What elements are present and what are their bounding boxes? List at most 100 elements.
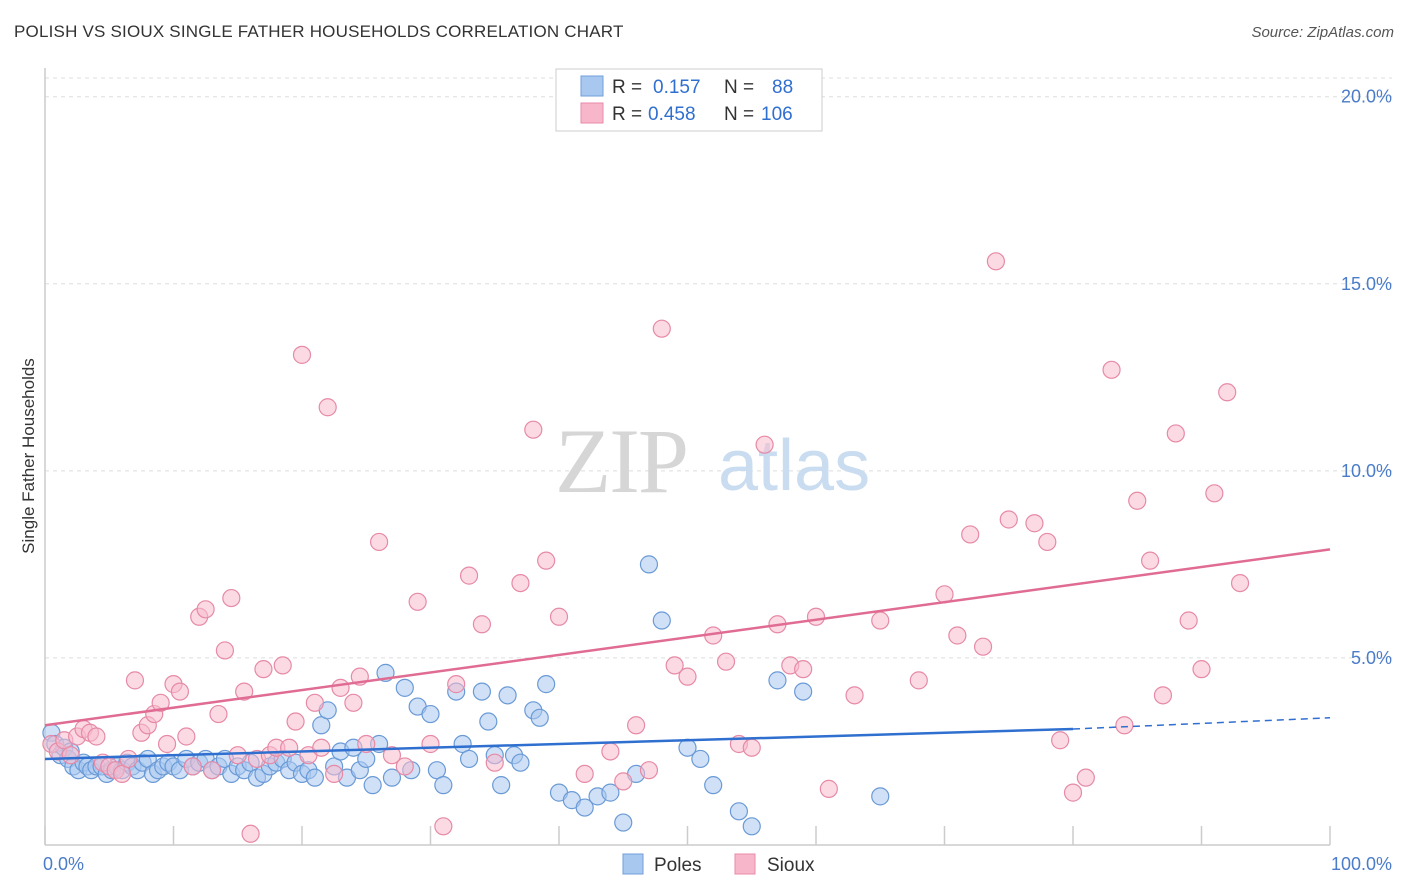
poles-point bbox=[363, 776, 382, 795]
bottom-legend: Poles Sioux bbox=[622, 853, 815, 876]
poles-point bbox=[382, 768, 402, 787]
sioux-point bbox=[183, 757, 202, 776]
sioux-point bbox=[601, 742, 620, 761]
sioux-point bbox=[1051, 731, 1070, 750]
sioux-point bbox=[312, 738, 331, 757]
sioux-point bbox=[421, 734, 440, 754]
poles-point bbox=[601, 783, 620, 802]
sioux-point bbox=[151, 693, 170, 712]
poles-point bbox=[530, 708, 549, 727]
legend-r-label-2: R = bbox=[612, 104, 642, 125]
sioux-point bbox=[961, 525, 980, 544]
sioux-point bbox=[909, 671, 928, 690]
poles-point bbox=[742, 817, 761, 836]
axes bbox=[44, 68, 1331, 846]
poles-point bbox=[427, 761, 447, 780]
legend-r-value-2: 0.458 bbox=[648, 104, 696, 125]
y-tick-label: 5.0% bbox=[1351, 648, 1392, 668]
bottom-legend-poles: Poles bbox=[654, 855, 702, 876]
sioux-point bbox=[318, 398, 337, 417]
sioux-point bbox=[254, 660, 273, 679]
sioux-point bbox=[241, 824, 260, 843]
sioux-point bbox=[639, 761, 659, 780]
sioux-point bbox=[196, 600, 215, 619]
sioux-point bbox=[1102, 360, 1121, 379]
sioux-point bbox=[973, 637, 993, 656]
legend-n-value-1: 88 bbox=[772, 77, 793, 98]
poles-point bbox=[395, 678, 414, 697]
sioux-point bbox=[614, 772, 633, 791]
sioux-point bbox=[652, 319, 671, 338]
legend-n-label-2: N = bbox=[724, 104, 754, 125]
sioux-point bbox=[871, 611, 890, 630]
sioux-points bbox=[42, 252, 1250, 843]
sioux-point bbox=[1063, 783, 1083, 802]
sioux-point bbox=[1140, 551, 1160, 570]
sioux-point bbox=[485, 753, 504, 772]
sioux-trend-line bbox=[44, 548, 1331, 727]
poles-point bbox=[312, 716, 331, 735]
sioux-point bbox=[986, 252, 1006, 271]
sioux-point bbox=[999, 510, 1018, 529]
sioux-point bbox=[228, 746, 247, 765]
sioux-point bbox=[1179, 611, 1198, 630]
poles-point bbox=[498, 686, 517, 705]
poles-point bbox=[614, 813, 633, 832]
sioux-point bbox=[845, 686, 864, 705]
sioux-point bbox=[549, 607, 569, 626]
sioux-point bbox=[434, 817, 453, 836]
sioux-point bbox=[170, 682, 190, 701]
poles-point bbox=[421, 704, 440, 724]
poles-point bbox=[794, 682, 813, 701]
sioux-point bbox=[1192, 660, 1211, 679]
poles-point bbox=[871, 787, 890, 806]
y-tick-label: 15.0% bbox=[1341, 274, 1392, 294]
sioux-point bbox=[524, 420, 543, 439]
poles-point bbox=[492, 776, 511, 795]
bottom-legend-swatch-poles bbox=[622, 853, 644, 875]
sioux-point bbox=[215, 641, 234, 660]
sioux-point bbox=[1115, 716, 1134, 735]
sioux-point bbox=[286, 712, 305, 731]
sioux-point bbox=[447, 675, 466, 694]
chart-title: POLISH VS SIOUX SINGLE FATHER HOUSEHOLDS… bbox=[14, 22, 624, 41]
watermark-atlas: atlas bbox=[718, 426, 870, 506]
sioux-point bbox=[157, 734, 177, 754]
sioux-point bbox=[61, 746, 80, 765]
sioux-point bbox=[1166, 424, 1185, 443]
source-note: Source: ZipAtlas.com bbox=[1251, 24, 1394, 41]
sioux-point bbox=[575, 764, 594, 784]
sioux-point bbox=[511, 573, 530, 593]
sioux-point bbox=[459, 566, 479, 585]
watermark-zip: ZIP bbox=[555, 410, 687, 512]
sioux-point bbox=[325, 764, 344, 784]
poles-point bbox=[479, 712, 498, 731]
y-tick-label: 20.0% bbox=[1341, 87, 1392, 107]
sioux-point bbox=[87, 727, 106, 746]
sioux-point bbox=[408, 592, 427, 611]
sioux-point bbox=[222, 588, 241, 608]
poles-point bbox=[459, 749, 479, 769]
legend-swatch-poles bbox=[580, 75, 604, 97]
sioux-point bbox=[202, 761, 222, 780]
x-tick-labels: 0.0% 100.0% bbox=[43, 854, 1392, 874]
y-axis-label: Single Father Households bbox=[19, 358, 38, 554]
sioux-point bbox=[1218, 383, 1237, 402]
poles-point bbox=[511, 753, 530, 772]
legend-swatch-sioux bbox=[580, 102, 604, 124]
sioux-point bbox=[806, 607, 826, 626]
bottom-legend-swatch-sioux bbox=[734, 853, 756, 875]
sioux-point bbox=[1076, 768, 1095, 787]
poles-point bbox=[729, 802, 749, 821]
sioux-point bbox=[112, 764, 132, 784]
sioux-point bbox=[537, 551, 556, 570]
poles-points bbox=[42, 555, 890, 836]
sioux-point bbox=[716, 652, 736, 671]
y-tick-labels: 5.0% 10.0% 15.0% 20.0% bbox=[1341, 87, 1392, 668]
sioux-point bbox=[819, 779, 838, 798]
sioux-point bbox=[119, 749, 138, 769]
sioux-point bbox=[1230, 573, 1250, 593]
legend-n-value-2: 106 bbox=[761, 104, 793, 125]
sioux-point bbox=[273, 656, 292, 675]
